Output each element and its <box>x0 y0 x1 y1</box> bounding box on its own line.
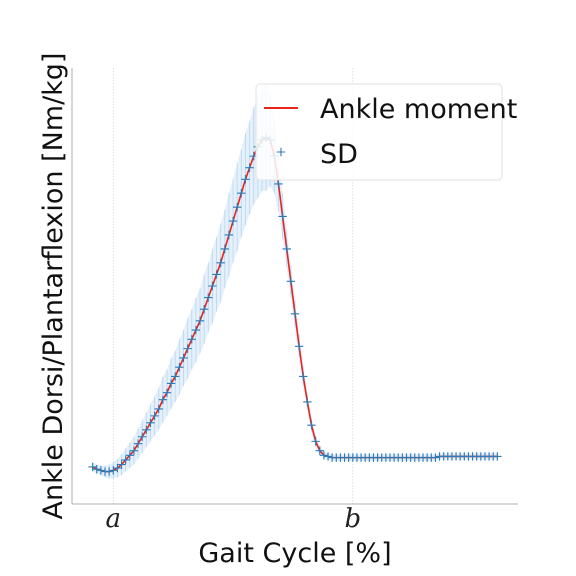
sd-marker <box>299 372 307 380</box>
sd-marker <box>307 421 315 429</box>
sd-marker <box>287 277 295 285</box>
legend-label-ankle-moment: Ankle moment <box>320 94 517 125</box>
legend-label-sd: SD <box>320 139 358 170</box>
legend: Ankle moment SD <box>256 84 517 180</box>
sd-marker <box>303 398 311 406</box>
x-tick-label-b: b <box>344 504 361 534</box>
x-axis-label: Gait Cycle [%] <box>198 538 391 569</box>
y-axis-label: Ankle Dorsi/Plantarflexion [Nm/kg] <box>38 53 69 520</box>
x-tick-label-a: a <box>106 504 122 534</box>
sd-marker <box>291 310 299 318</box>
sd-marker <box>295 342 303 350</box>
